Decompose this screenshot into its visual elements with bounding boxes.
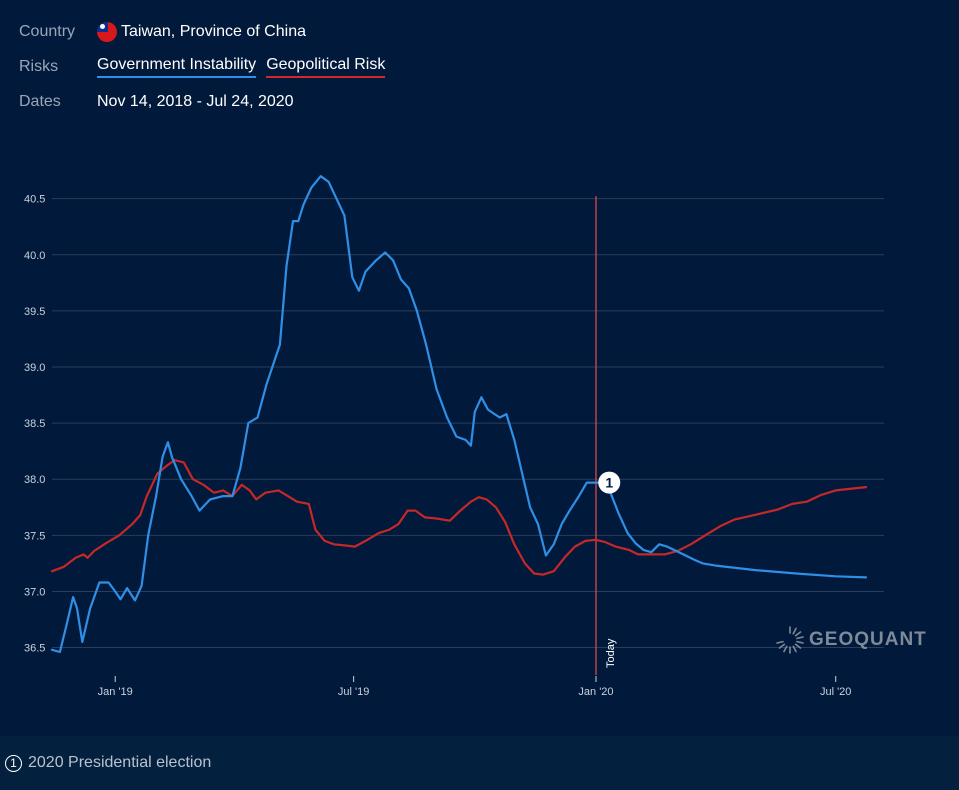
- risk-chart: 36.5 37.0 37.5 38.0 38.5 39.0 39.5 40.0 40.5 Jan …: [24, 175, 884, 698]
- annotation-label: 1: [605, 475, 613, 491]
- footnote-text: 2020 Presidential election: [28, 754, 212, 771]
- dates-row: Dates Nov 14, 2018 - Jul 24, 2020: [19, 84, 395, 119]
- risks-label: Risks: [19, 57, 59, 75]
- y-tick-label: 39.5: [24, 306, 45, 318]
- brand-name: GEOQUANT: [809, 629, 927, 650]
- risks-row: Risks Government Instability Geopolitica…: [19, 49, 395, 84]
- geoquant-logo-icon: [776, 626, 804, 654]
- x-tick-label: Jul '20: [820, 686, 851, 698]
- footnote-bar: 1 2020 Presidential election: [0, 736, 959, 790]
- y-tick-label: 37.0: [24, 586, 45, 598]
- x-tick-label: Jan '20: [578, 686, 613, 698]
- x-tick-label: Jul '19: [338, 686, 369, 698]
- y-tick-label: 37.5: [24, 530, 45, 542]
- taiwan-flag-icon: [97, 21, 117, 42]
- risk-tag-government-instability[interactable]: Government Instability: [97, 56, 257, 78]
- date-range-value[interactable]: Nov 14, 2018 - Jul 24, 2020: [97, 92, 294, 110]
- today-label: Today: [605, 638, 617, 668]
- country-label: Country: [19, 22, 76, 40]
- y-tick-label: 38.5: [24, 418, 45, 430]
- country-row: Country Taiwan, Province of China: [19, 14, 395, 49]
- y-tick-label: 36.5: [24, 643, 45, 655]
- y-tick-label: 40.5: [24, 194, 45, 206]
- filter-panel: Country Taiwan, Province of China Risks …: [19, 14, 395, 119]
- annotation-marker: [598, 471, 621, 494]
- country-value: Taiwan, Province of China: [121, 22, 306, 40]
- y-tick-label: 38.0: [24, 474, 45, 486]
- government-instability-line: [50, 175, 868, 654]
- geopolitical-risk-line: [50, 459, 868, 576]
- risk-tag-geopolitical-risk[interactable]: Geopolitical Risk: [266, 56, 386, 78]
- brand-logo: GEOQUANT: [775, 625, 927, 655]
- x-tick-label: Jan '19: [98, 686, 133, 698]
- y-tick-label: 39.0: [24, 362, 45, 374]
- dates-label: Dates: [19, 92, 61, 110]
- y-tick-label: 40.0: [24, 250, 45, 262]
- footnote-marker: 1: [5, 754, 22, 772]
- country-selector[interactable]: Taiwan, Province of China: [97, 21, 306, 42]
